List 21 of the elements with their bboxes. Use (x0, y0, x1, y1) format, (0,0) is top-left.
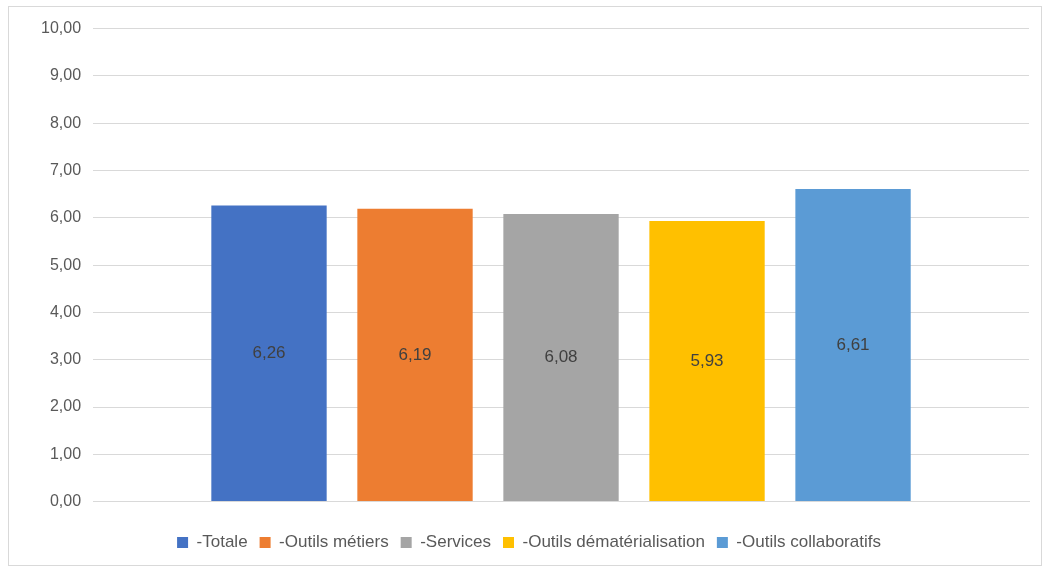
data-label: 6,08 (544, 347, 578, 367)
y-tick-label: 4,00 (49, 302, 82, 320)
data-label: 6,19 (398, 344, 432, 364)
y-tick-label: 7,00 (49, 160, 82, 178)
legend-label: -Totale (196, 532, 248, 552)
y-tick-label: 2,00 (49, 397, 82, 415)
legend-label: -Outils dématérialisation (522, 532, 705, 552)
data-label: 6,26 (252, 342, 286, 362)
y-tick-label: 3,00 (49, 350, 82, 368)
data-label: 5,93 (690, 350, 724, 370)
y-tick-label: 10,00 (40, 19, 82, 37)
y-tick-label: 9,00 (49, 66, 82, 84)
legend-label: -Outils collaboratifs (736, 532, 881, 552)
legend-label: -Outils métiers (279, 532, 389, 552)
y-tick-label: 8,00 (49, 113, 82, 131)
y-tick-label: 1,00 (49, 444, 82, 462)
legend-label: -Services (420, 532, 492, 552)
y-tick-label: 5,00 (49, 255, 82, 273)
y-tick-label: 6,00 (49, 208, 82, 226)
data-label: 6,61 (836, 334, 870, 354)
y-tick-label: 0,00 (49, 492, 82, 510)
